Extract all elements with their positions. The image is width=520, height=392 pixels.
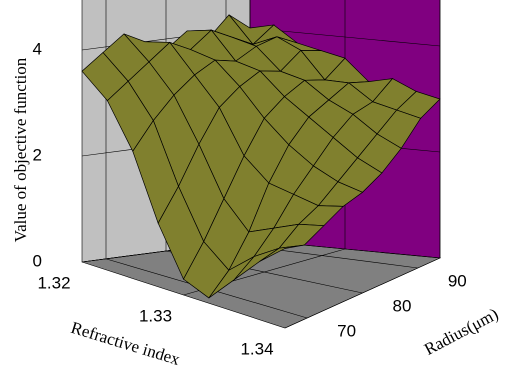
x-axis-title: Refractive index xyxy=(69,318,183,369)
x-tick-label: 1.32 xyxy=(37,273,70,292)
y-tick-label: 90 xyxy=(448,271,467,290)
y-tick-label: 80 xyxy=(393,296,412,315)
surface-patch xyxy=(259,244,305,262)
y-tick-label: 70 xyxy=(337,321,356,340)
z-axis-title: Value of objective function xyxy=(11,57,30,242)
z-tick-label: 0 xyxy=(33,251,42,270)
z-tick-label: 4 xyxy=(33,39,42,58)
z-tick-label: 2 xyxy=(33,145,42,164)
x-tick-label: 1.34 xyxy=(240,339,273,358)
y-axis-title: Radius(μm) xyxy=(421,304,501,359)
x-tick-label: 1.33 xyxy=(139,306,172,325)
